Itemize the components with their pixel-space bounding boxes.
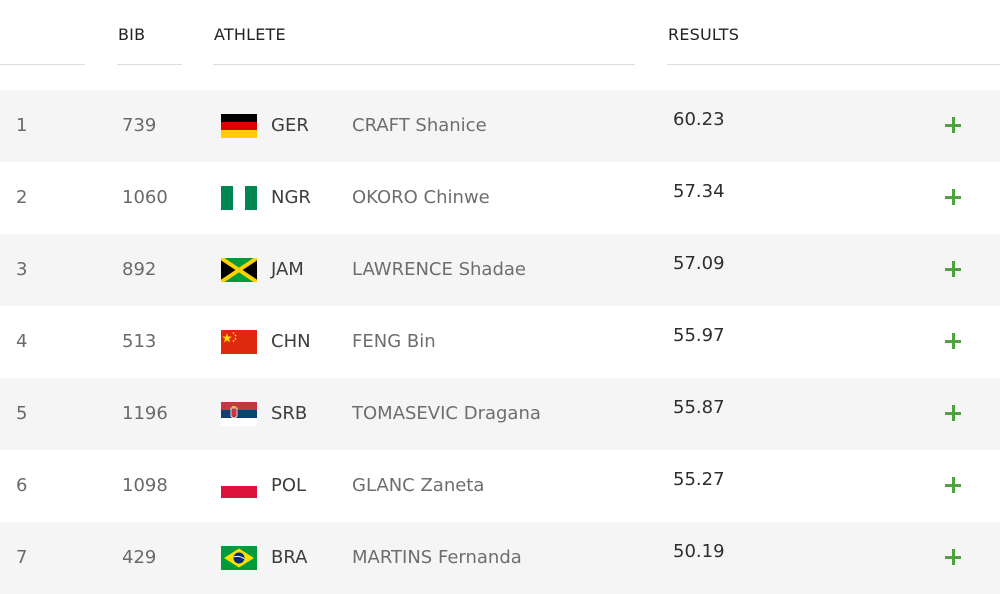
result-value: 55.87: [673, 397, 725, 418]
header-bib-label: BIB: [118, 25, 146, 44]
athlete-name[interactable]: TOMASEVIC Dragana: [352, 403, 541, 424]
table-row: 3 892 JAM LAWRENCE Shadae 57.09: [0, 234, 1000, 306]
header-athlete-column: ATHLETE: [213, 0, 635, 65]
expand-plus-icon[interactable]: [942, 546, 964, 568]
country-code: POL: [271, 475, 307, 496]
rank: 6: [16, 475, 28, 496]
athlete-name[interactable]: MARTINS Fernanda: [352, 547, 522, 568]
rank: 5: [16, 403, 28, 424]
result-value: 55.27: [673, 469, 725, 490]
table-row: 7 429 BRA MARTINS Fernanda 50.19: [0, 522, 1000, 594]
bib-number: 1098: [122, 475, 168, 496]
country-code: BRA: [271, 547, 308, 568]
rank: 3: [16, 259, 28, 280]
athlete-name[interactable]: CRAFT Shanice: [352, 115, 487, 136]
bib-number: 513: [122, 331, 157, 352]
bib-number: 429: [122, 547, 157, 568]
table-row: 2 1060 NGR OKORO Chinwe 57.34: [0, 162, 1000, 234]
germany-flag-icon: [221, 114, 257, 138]
expand-plus-icon[interactable]: [942, 258, 964, 280]
athlete-name[interactable]: FENG Bin: [352, 331, 436, 352]
table-row: 6 1098 POL GLANC Zaneta 55.27: [0, 450, 1000, 522]
rank: 1: [16, 115, 28, 136]
athlete-name[interactable]: GLANC Zaneta: [352, 475, 485, 496]
jamaica-flag-icon: [221, 258, 257, 282]
table-row: 5 1196 SRB TOMASEVIC Dragana 55.87: [0, 378, 1000, 450]
expand-plus-icon[interactable]: [942, 474, 964, 496]
result-value: 57.34: [673, 181, 725, 202]
result-value: 50.19: [673, 541, 725, 562]
rank: 2: [16, 187, 28, 208]
rank: 7: [16, 547, 28, 568]
table-header: BIB ATHLETE RESULTS: [0, 0, 1000, 66]
athlete-name[interactable]: OKORO Chinwe: [352, 187, 490, 208]
bib-number: 1060: [122, 187, 168, 208]
country-code: NGR: [271, 187, 311, 208]
expand-plus-icon[interactable]: [942, 402, 964, 424]
header-athlete-label: ATHLETE: [214, 25, 286, 44]
country-code: SRB: [271, 403, 308, 424]
results-table-body: 1 739 GER CRAFT Shanice 60.23 2 1060 NGR…: [0, 90, 1000, 594]
country-code: JAM: [271, 259, 304, 280]
serbia-flag-icon: [221, 402, 257, 426]
header-bib-column: BIB: [117, 0, 182, 65]
header-results-column: RESULTS: [667, 0, 1000, 65]
bib-number: 1196: [122, 403, 168, 424]
bib-number: 739: [122, 115, 157, 136]
expand-plus-icon[interactable]: [942, 186, 964, 208]
header-results-label: RESULTS: [668, 25, 740, 44]
bib-number: 892: [122, 259, 157, 280]
table-row: 1 739 GER CRAFT Shanice 60.23: [0, 90, 1000, 162]
result-value: 60.23: [673, 109, 725, 130]
country-code: CHN: [271, 331, 311, 352]
nigeria-flag-icon: [221, 186, 257, 210]
china-flag-icon: [221, 330, 257, 354]
result-value: 57.09: [673, 253, 725, 274]
result-value: 55.97: [673, 325, 725, 346]
poland-flag-icon: [221, 474, 257, 498]
rank: 4: [16, 331, 28, 352]
table-row: 4 513 CHN FENG Bin 55.97: [0, 306, 1000, 378]
expand-plus-icon[interactable]: [942, 114, 964, 136]
header-rank-column: [0, 0, 85, 65]
country-code: GER: [271, 115, 309, 136]
expand-plus-icon[interactable]: [942, 330, 964, 352]
athlete-name[interactable]: LAWRENCE Shadae: [352, 259, 526, 280]
brazil-flag-icon: [221, 546, 257, 570]
